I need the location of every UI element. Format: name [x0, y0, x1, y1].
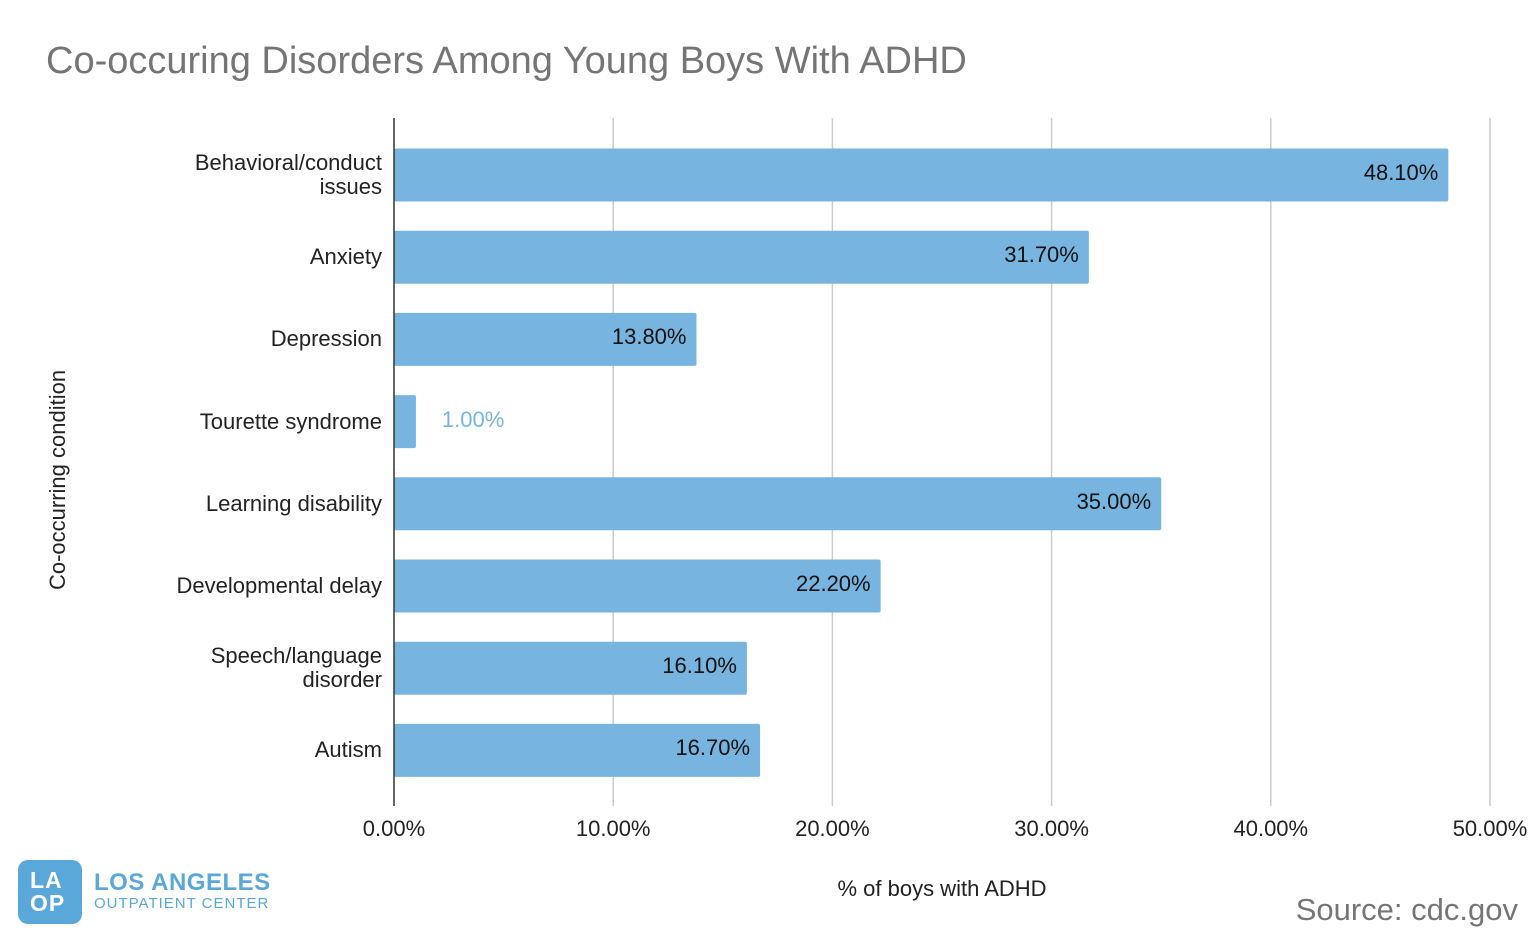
bar	[394, 641, 747, 695]
bar	[394, 395, 416, 449]
logo-subtitle: OUTPATIENT CENTER	[94, 895, 270, 912]
x-tick-label: 30.00%	[1014, 816, 1089, 841]
category-label: Developmental delay	[176, 573, 382, 598]
data-label: 16.70%	[675, 735, 751, 761]
x-axis-label: % of boys with ADHD	[837, 876, 1047, 901]
logo-mark: LA OP	[18, 860, 82, 924]
brand-logo: LA OP LOS ANGELES OUTPATIENT CENTER	[18, 860, 271, 924]
category-label: Depression	[270, 326, 382, 352]
data-label: 22.20%	[795, 571, 871, 596]
x-tick-label: 20.00%	[795, 816, 870, 841]
bar	[394, 148, 1449, 202]
data-label: 1.00%	[441, 406, 505, 432]
x-tick-label: 40.00%	[1233, 816, 1309, 841]
logo-text: LOS ANGELES OUTPATIENT CENTER	[94, 871, 271, 913]
logo-name: LOS ANGELES	[94, 869, 271, 896]
logo-mark-top: LA	[30, 867, 63, 893]
data-label: 13.80%	[611, 324, 687, 350]
bar	[394, 312, 697, 366]
x-tick-label: 0.00%	[362, 816, 426, 841]
logo-mark-bottom: OP	[30, 890, 66, 916]
x-tick-label: 50.00%	[1452, 816, 1528, 841]
category-label: Behavioral/conduct issues	[194, 150, 382, 199]
x-tick-label: 10.00%	[575, 816, 651, 841]
bar	[394, 559, 881, 613]
bar	[394, 723, 761, 777]
data-label: 48.10%	[1363, 160, 1439, 185]
bar	[394, 230, 1089, 284]
source-note: Source: cdc.gov	[1295, 892, 1518, 927]
category-label: Anxiety	[309, 244, 382, 270]
data-label: 31.70%	[1004, 242, 1079, 268]
data-label: 16.10%	[662, 653, 737, 679]
category-label: Tourette syndrome	[199, 408, 382, 434]
data-label: 35.00%	[1076, 488, 1152, 514]
chart-title: Co-occuring Disorders Among Young Boys W…	[46, 40, 967, 82]
category-label: Speech/language disorder	[210, 643, 382, 693]
category-label: Autism	[314, 737, 382, 763]
bar	[394, 477, 1162, 531]
category-label: Learning disability	[205, 490, 382, 516]
